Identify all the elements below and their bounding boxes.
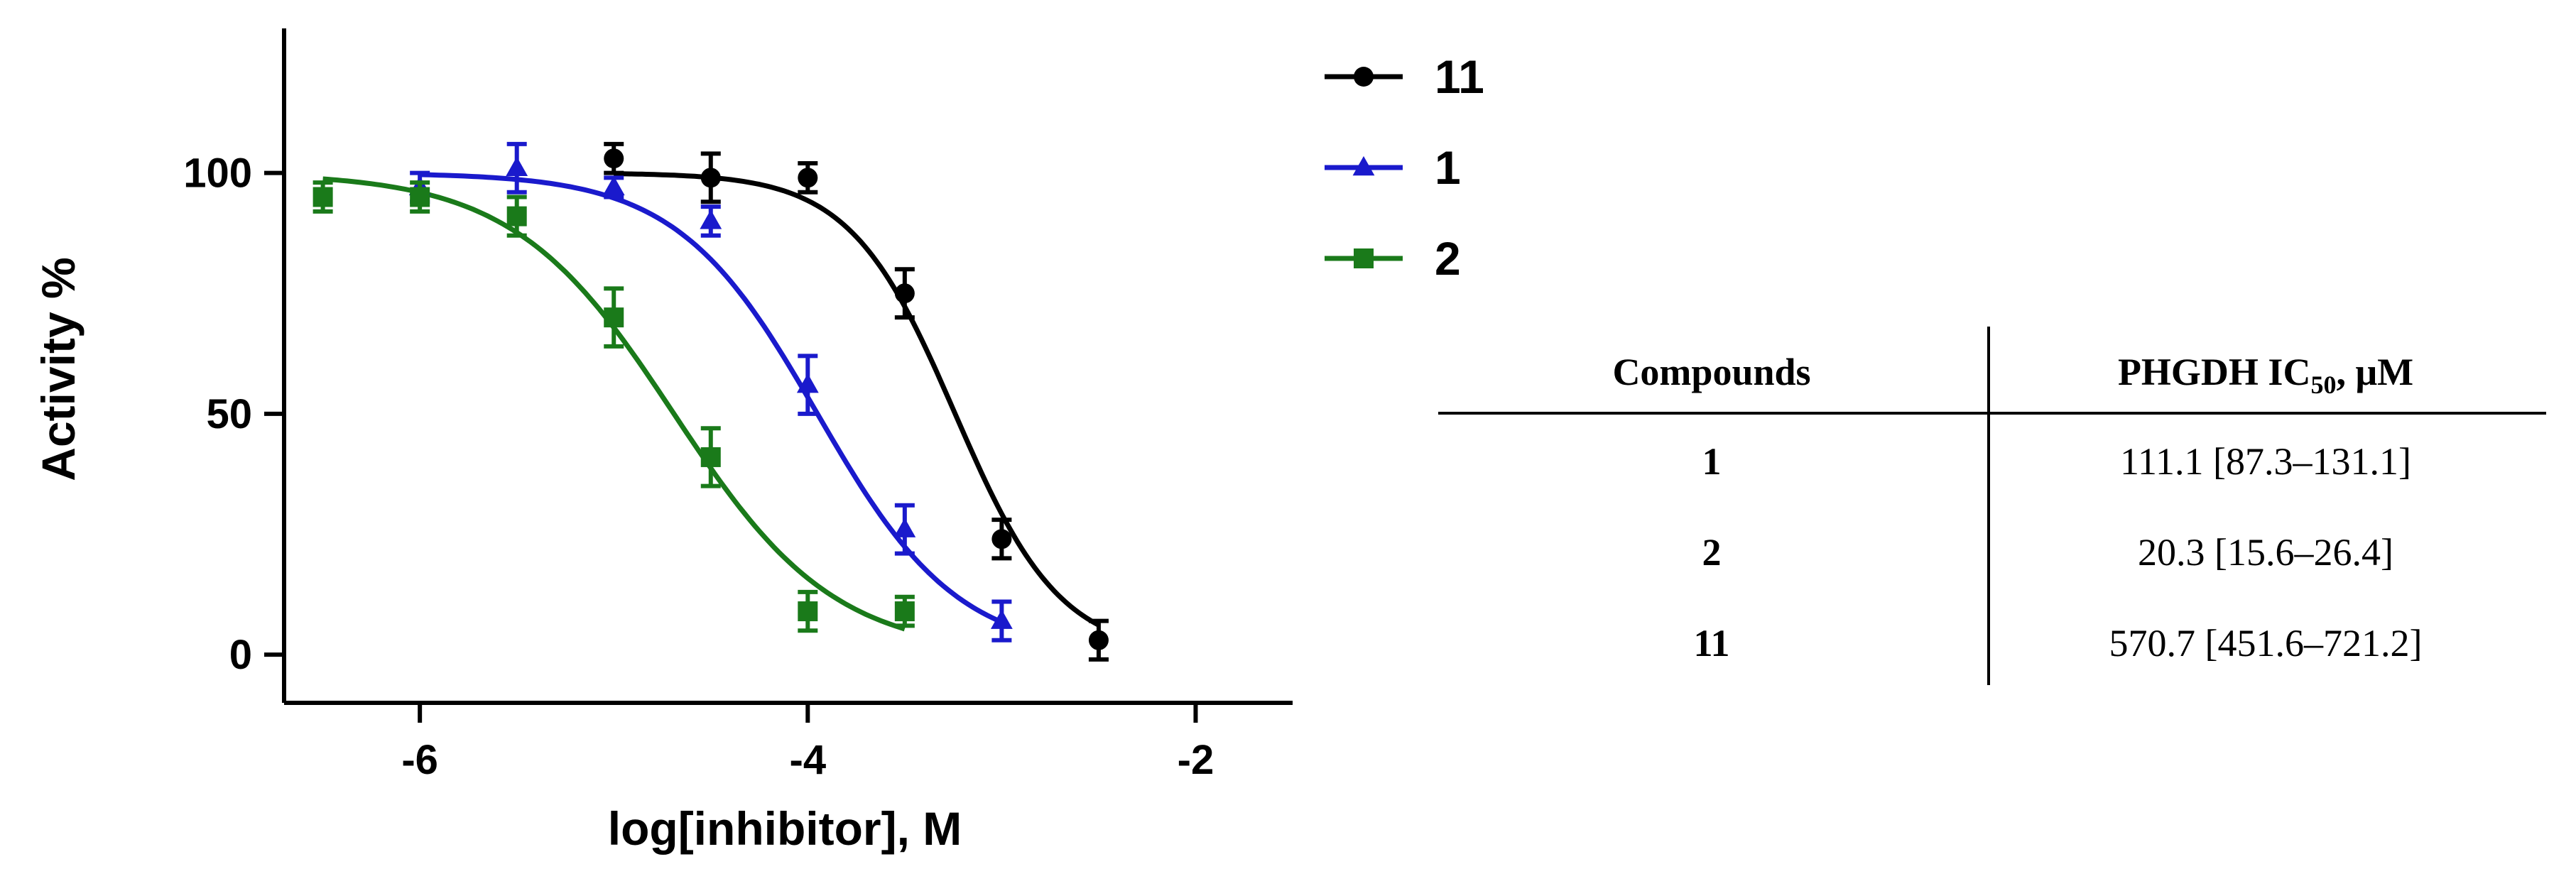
y-axis-title: Activity % — [32, 257, 85, 481]
legend-marker-11 — [1354, 67, 1374, 87]
x-tick-label: -2 — [1178, 737, 1214, 783]
table-cell-ic50: 570.7 [451.6–721.2] — [2109, 622, 2423, 664]
data-point-1 — [506, 156, 528, 176]
y-tick-label: 0 — [229, 632, 252, 678]
table-cell-compound: 11 — [1693, 622, 1729, 664]
x-tick-label: -4 — [790, 737, 827, 783]
data-point-1 — [893, 518, 916, 537]
axis-ticks: -6 -4 -2 0 50 100 — [183, 151, 1214, 783]
data-points — [313, 141, 1109, 662]
y-tick-label: 100 — [183, 151, 252, 197]
data-point-11 — [1088, 630, 1109, 650]
data-point-1 — [602, 175, 625, 196]
y-tick-label: 50 — [206, 391, 252, 437]
data-point-2 — [410, 187, 430, 207]
data-point-2 — [604, 307, 624, 328]
table-header-ic50: PHGDH IC50, μM — [2118, 351, 2413, 399]
legend-label-1: 1 — [1435, 141, 1461, 194]
data-point-11 — [604, 148, 624, 169]
x-tick-label: -6 — [401, 737, 438, 783]
legend-label-2: 2 — [1435, 232, 1461, 285]
data-point-11 — [798, 168, 818, 188]
table-header-compounds: Compounds — [1612, 351, 1810, 393]
table-body: 1 111.1 [87.3–131.1] 2 20.3 [15.6–26.4] 11 57… — [1693, 440, 2422, 664]
data-point-2 — [506, 206, 527, 226]
fit-curve-11 — [614, 171, 1100, 628]
data-point-11 — [700, 168, 721, 188]
legend-marker-2 — [1354, 248, 1374, 268]
legend-marker-1 — [1352, 155, 1375, 176]
table-cell-ic50: 111.1 [87.3–131.1] — [2120, 440, 2411, 483]
data-point-1 — [700, 209, 722, 229]
fit-curve-2 — [322, 176, 906, 632]
data-point-11 — [991, 529, 1012, 549]
ic50-table: Compounds PHGDH IC50, μM 1 111.1 [87.3–13… — [1438, 327, 2546, 685]
plot-area: -6 -4 -2 0 50 100 — [183, 28, 1293, 783]
data-point-2 — [313, 187, 333, 207]
x-axis-title: log[inhibitor], M — [608, 802, 962, 855]
table-cell-ic50: 20.3 [15.6–26.4] — [2138, 531, 2393, 574]
data-point-1 — [990, 609, 1013, 629]
data-point-2 — [894, 601, 915, 622]
legend-label-11: 11 — [1435, 50, 1484, 103]
fit-curves — [322, 171, 1100, 632]
table-cell-compound: 2 — [1702, 531, 1722, 574]
table-cell-compound: 1 — [1702, 440, 1722, 483]
data-point-2 — [700, 447, 721, 467]
data-point-2 — [798, 601, 818, 622]
data-point-1 — [796, 373, 819, 393]
data-point-11 — [894, 283, 915, 304]
